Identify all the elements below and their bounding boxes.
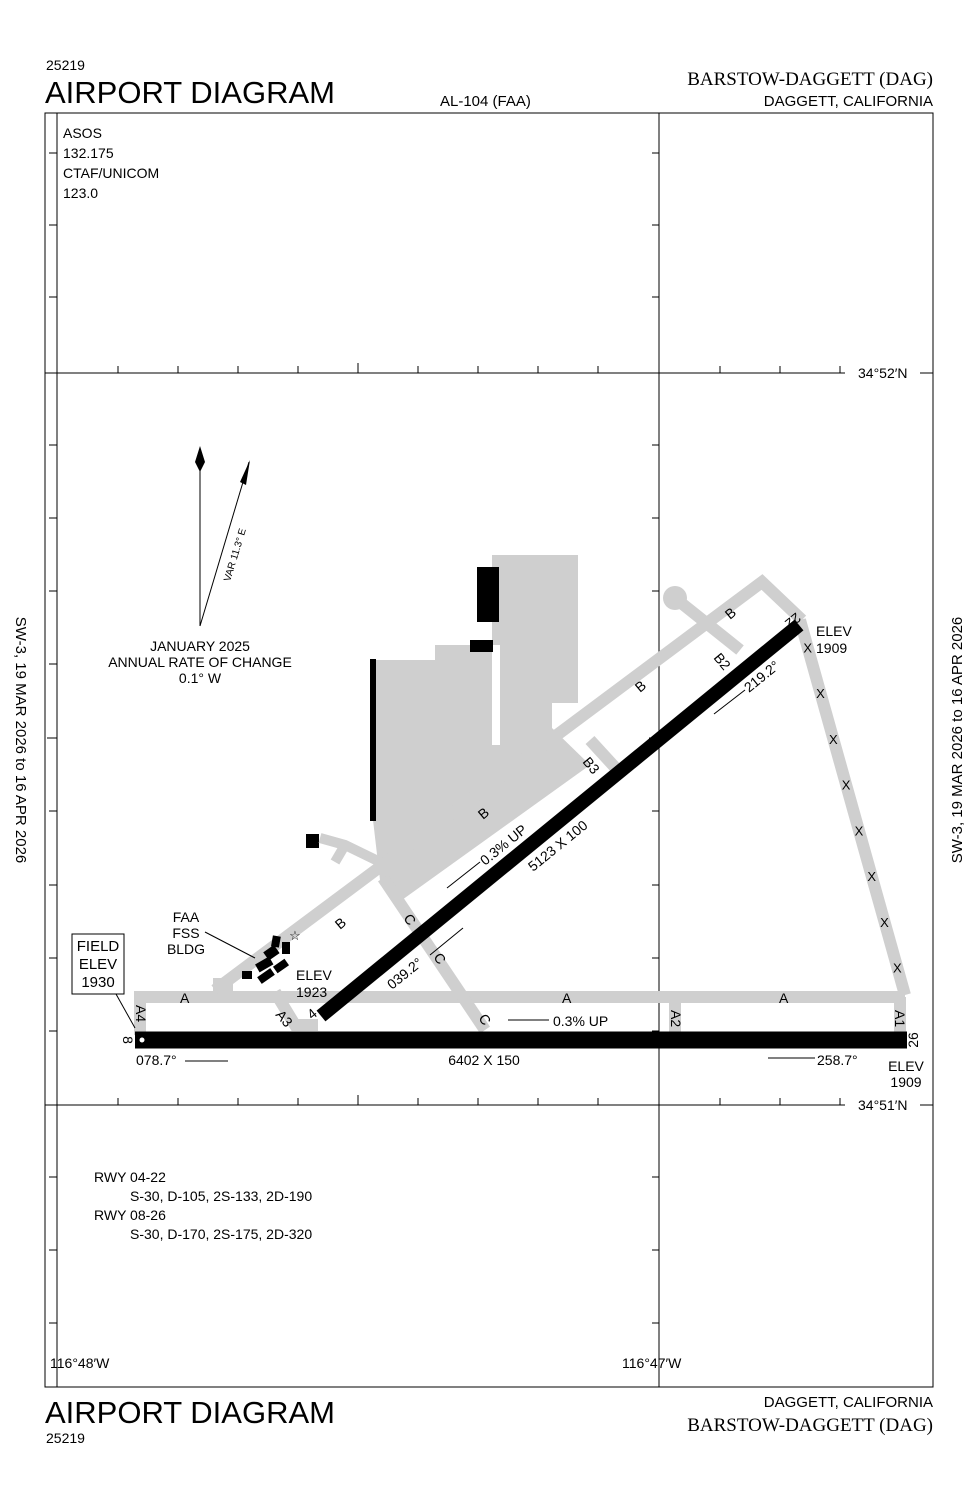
- svg-text:123.0: 123.0: [63, 185, 98, 201]
- elev-22: 1909: [816, 640, 847, 656]
- hangar: [477, 567, 499, 622]
- runway-end-light: [139, 1037, 145, 1043]
- field-elev-box: [71, 933, 125, 995]
- svg-text:A: A: [562, 990, 572, 1006]
- footer-location: DAGGETT, CALIFORNIA: [764, 1394, 933, 1411]
- svg-text:S-30, D-105, 2S-133, 2D-190: S-30, D-105, 2S-133, 2D-190: [130, 1188, 312, 1204]
- longitude-east: 116°47′W: [622, 1355, 682, 1371]
- latitude-south: 34°51′N: [858, 1097, 907, 1113]
- runway-strength-block: RWY 04-22 S-30, D-105, 2S-133, 2D-190 RW…: [94, 1169, 312, 1242]
- taxiways: [134, 574, 911, 1035]
- closed-runway-markings: X X X X X X X X: [803, 640, 902, 975]
- faa-fss-buildings: [242, 935, 290, 984]
- heading-258: 258.7°: [817, 1052, 858, 1068]
- closed-x-mark: X: [829, 732, 838, 747]
- obstacle-star-icon: ☆: [289, 928, 301, 943]
- svg-text:ELEV: ELEV: [888, 1058, 924, 1074]
- svg-text:S-30, D-170, 2S-175, 2D-320: S-30, D-170, 2S-175, 2D-320: [130, 1226, 312, 1242]
- building-label: FSS: [172, 925, 199, 941]
- svg-text:RWY 08-26: RWY 08-26: [94, 1207, 166, 1223]
- closed-x-mark: X: [803, 640, 812, 655]
- apron-gap: [492, 645, 500, 745]
- svg-text:CTAF/UNICOM: CTAF/UNICOM: [63, 165, 159, 181]
- svg-text:ASOS: ASOS: [63, 125, 102, 141]
- closed-x-mark: X: [893, 961, 902, 976]
- apron: [373, 555, 590, 905]
- svg-text:1930: 1930: [81, 974, 114, 991]
- hangar: [470, 640, 493, 652]
- runway-08-26-dimensions: 6402 X 150: [448, 1052, 520, 1068]
- footer-chart-number: 25219: [46, 1430, 85, 1446]
- chart-number: 25219: [46, 57, 85, 73]
- rate-value: 0.1° W: [179, 670, 222, 686]
- svg-text:ELEV: ELEV: [816, 623, 852, 639]
- frequencies-block: ASOS 132.175 CTAF/UNICOM 123.0: [63, 125, 159, 201]
- magnetic-north-arrow-icon: [240, 460, 250, 485]
- rate-title: JANUARY 2025: [150, 638, 250, 654]
- svg-text:FIELD: FIELD: [77, 938, 120, 955]
- runway-08-26-slope: 0.3% UP: [553, 1013, 608, 1029]
- leader-line: [204, 931, 256, 959]
- true-north-arrow-icon: [195, 446, 205, 472]
- runway-04-22: [316, 619, 804, 1022]
- runway-end-8: 8: [120, 1036, 136, 1044]
- heading-078: 078.7°: [136, 1052, 177, 1068]
- closed-x-mark: X: [816, 686, 825, 701]
- svg-text:A1: A1: [892, 1010, 908, 1027]
- closed-x-mark: X: [880, 915, 889, 930]
- footer-airport-name: BARSTOW-DAGGETT (DAG): [687, 1415, 933, 1436]
- page-title: AIRPORT DIAGRAM: [45, 75, 335, 110]
- effective-dates-left: SW-3, 19 MAR 2026 to 16 APR 2026: [12, 617, 29, 864]
- svg-text:132.175: 132.175: [63, 145, 114, 161]
- building: [306, 834, 319, 848]
- closed-x-mark: X: [855, 823, 864, 838]
- north-arrows: VAR 11.3° E: [195, 446, 250, 627]
- latitude-north: 34°52′N: [858, 365, 907, 381]
- svg-text:B2: B2: [711, 650, 734, 674]
- svg-text:ELEV: ELEV: [79, 956, 117, 973]
- frame-grid: [44, 112, 934, 1388]
- svg-text:A: A: [180, 990, 190, 1006]
- svg-text:RWY 04-22: RWY 04-22: [94, 1169, 166, 1185]
- elev-26: 1909: [890, 1074, 921, 1090]
- svg-text:A: A: [779, 990, 789, 1006]
- airport-name: BARSTOW-DAGGETT (DAG): [687, 69, 933, 90]
- closed-x-mark: X: [842, 778, 851, 793]
- svg-text:B: B: [332, 914, 349, 932]
- hangar-row: [370, 659, 376, 821]
- building-label: BLDG: [167, 941, 205, 957]
- svg-text:B: B: [632, 677, 649, 695]
- closed-x-mark: X: [867, 869, 876, 884]
- effective-dates-right: SW-3, 19 MAR 2026 to 16 APR 2026: [949, 617, 966, 864]
- footer-title: AIRPORT DIAGRAM: [45, 1395, 335, 1430]
- runway-end-26: 26: [905, 1032, 921, 1048]
- svg-text:A2: A2: [668, 1010, 684, 1027]
- airport-location: DAGGETT, CALIFORNIA: [764, 93, 933, 110]
- elev-4: 1923: [296, 984, 327, 1000]
- svg-text:ELEV: ELEV: [296, 967, 332, 983]
- longitude-west: 116°48′W: [50, 1355, 110, 1371]
- rate-label: ANNUAL RATE OF CHANGE: [108, 654, 292, 670]
- procedure-id: AL-104 (FAA): [440, 93, 531, 110]
- svg-text:A4: A4: [133, 1005, 149, 1022]
- building-label: FAA: [173, 909, 200, 925]
- magnetic-variation: VAR 11.3° E: [222, 527, 249, 583]
